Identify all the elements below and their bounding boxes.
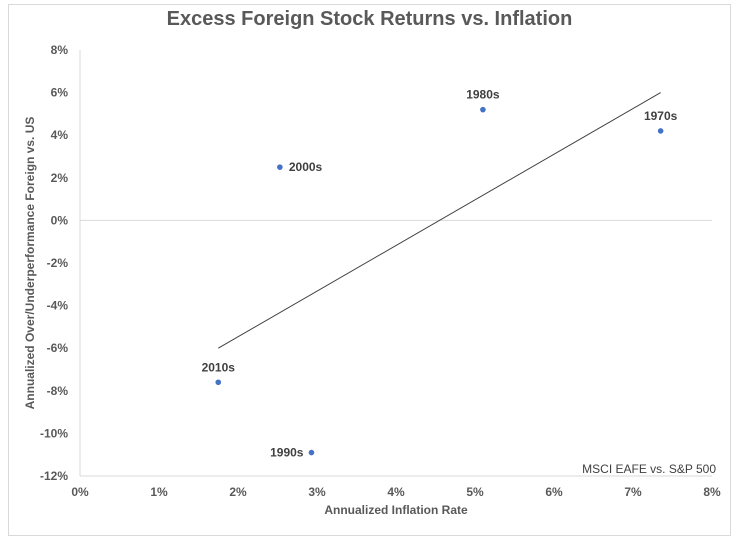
y-tick-label: -6%: [47, 341, 69, 355]
y-tick-label: 0%: [51, 213, 69, 227]
y-tick-label: -8%: [47, 384, 69, 398]
x-tick-label: 6%: [545, 485, 563, 499]
data-point-label: 2000s: [289, 160, 323, 174]
data-point-label: 1980s: [466, 88, 500, 102]
x-tick-label: 2%: [229, 485, 247, 499]
data-point-label: 2010s: [202, 360, 236, 374]
source-annotation: MSCI EAFE vs. S&P 500: [582, 462, 716, 476]
x-tick-label: 1%: [150, 485, 168, 499]
x-tick-label: 5%: [466, 485, 484, 499]
y-tick-label: -4%: [47, 299, 69, 313]
y-tick-label: 8%: [51, 43, 69, 57]
y-tick-label: 6%: [51, 86, 69, 100]
y-tick-label: 2%: [51, 171, 69, 185]
x-axis-title: Annualized Inflation Rate: [324, 503, 468, 517]
data-point-label: 1990s: [270, 446, 304, 460]
x-tick-label: 0%: [71, 485, 89, 499]
data-point: [657, 128, 664, 134]
data-point: [308, 449, 315, 456]
y-tick-label: -10%: [40, 426, 68, 440]
y-axis-title: Annualized Over/Underperformance Foreign…: [23, 117, 37, 410]
x-tick-label: 8%: [703, 485, 721, 499]
y-tick-label: -12%: [40, 469, 68, 483]
chart-title: Excess Foreign Stock Returns vs. Inflati…: [166, 8, 573, 30]
chart-frame: [8, 4, 731, 536]
x-tick-label: 3%: [308, 485, 326, 499]
data-point: [215, 379, 222, 386]
data-point: [277, 164, 283, 170]
trendline: [217, 92, 661, 349]
data-point: [480, 106, 486, 113]
y-tick-label: 4%: [51, 128, 69, 142]
x-tick-label: 4%: [387, 485, 405, 499]
data-point-label: 1970s: [644, 109, 678, 123]
x-tick-label: 7%: [624, 485, 642, 499]
y-tick-label: -2%: [47, 256, 69, 270]
